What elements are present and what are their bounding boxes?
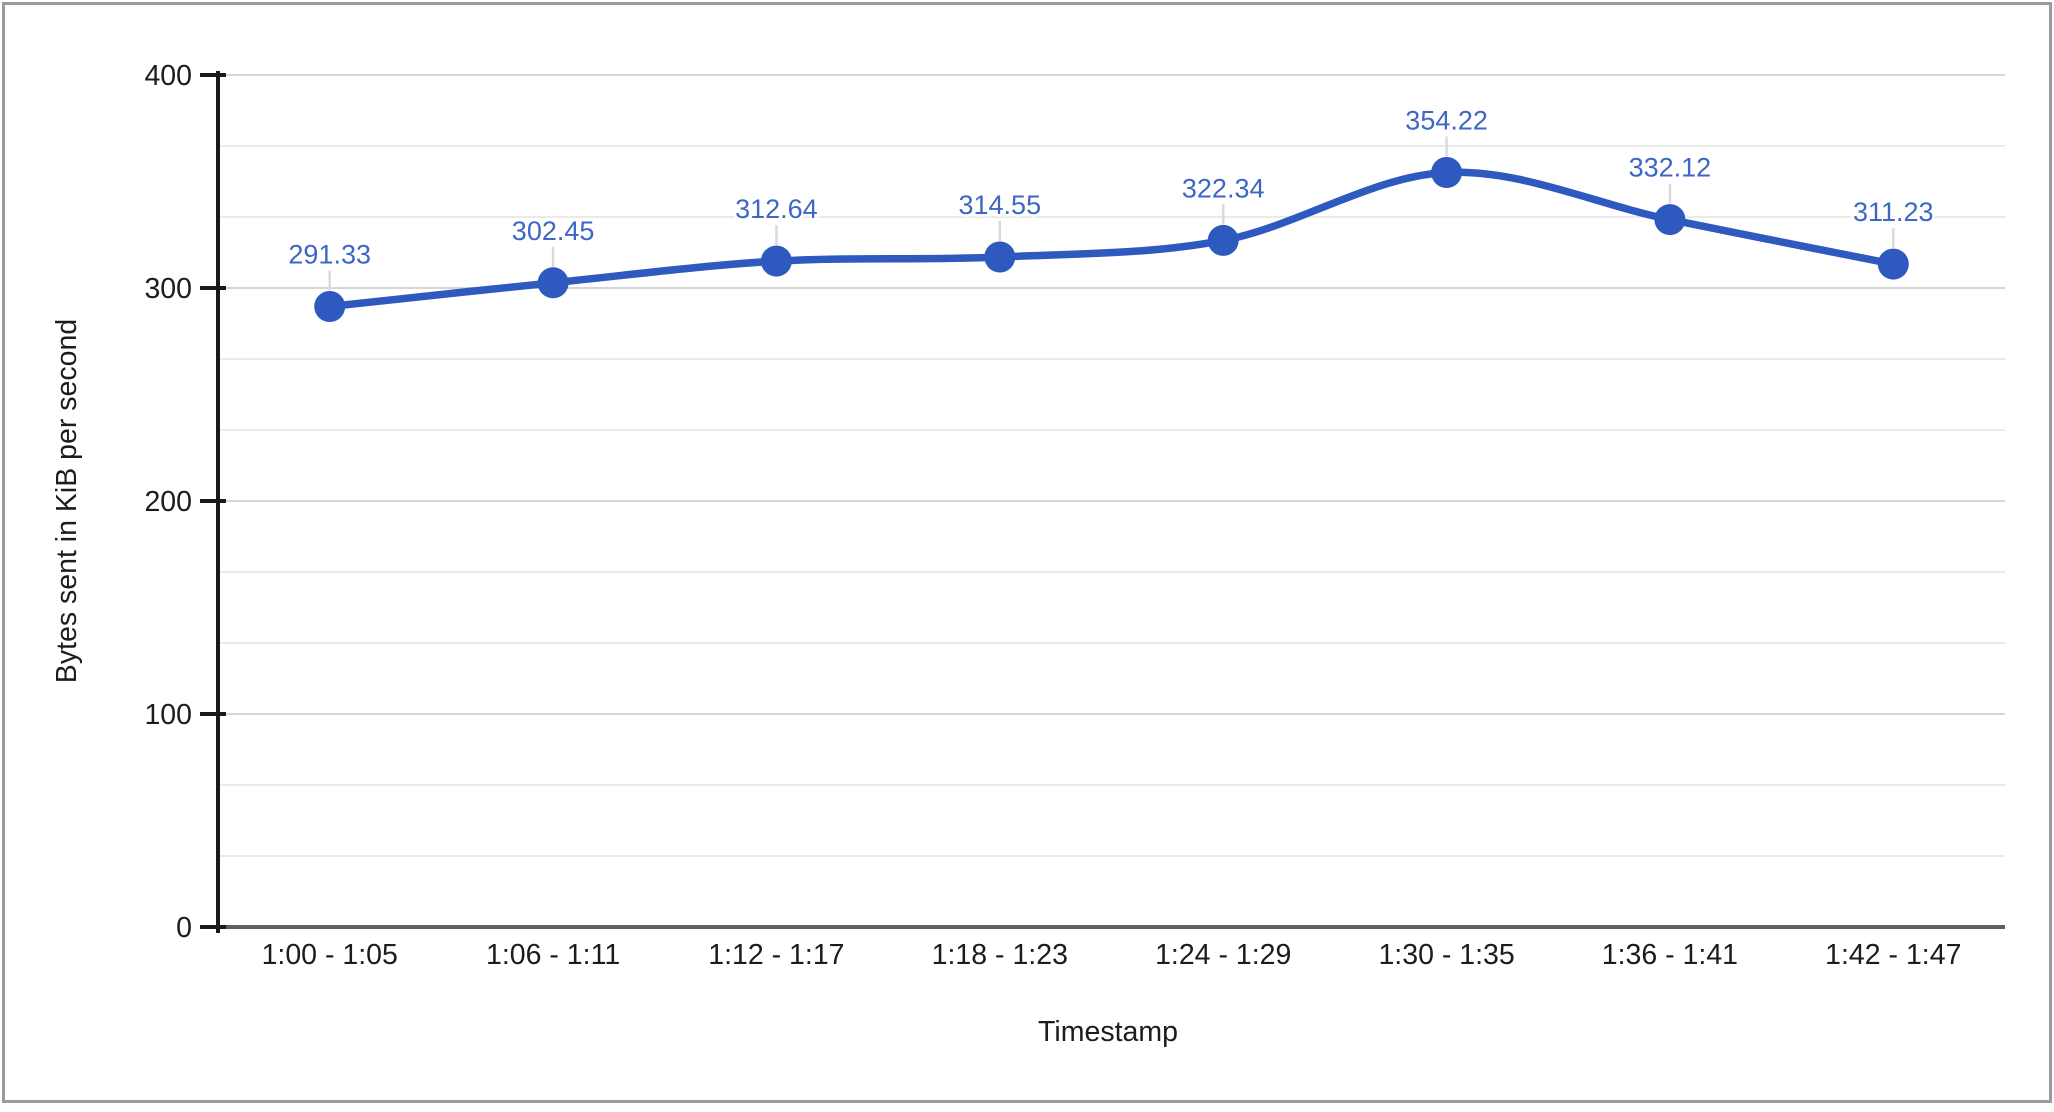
y-tick-label: 100 <box>144 699 192 731</box>
data-point-label: 311.23 <box>1853 197 1934 227</box>
x-tick-label: 1:00 - 1:05 <box>262 939 398 971</box>
axes: 0 100 200 300 400 1:00 - 1:05 1:06 - 1:11 1:12 … <box>144 60 2005 971</box>
data-labels: 291.33 302.45 312.64 314.55 322.34 354.22 332.… <box>286 103 1936 272</box>
series <box>314 157 1909 322</box>
data-point-marker <box>760 245 792 277</box>
y-tick-label: 0 <box>176 912 192 944</box>
data-point-label: 322.34 <box>1182 173 1265 203</box>
y-tick-label: 300 <box>144 273 192 305</box>
x-tick-label: 1:24 - 1:29 <box>1155 939 1291 971</box>
data-point-marker <box>1654 204 1686 236</box>
y-tick-label: 200 <box>144 486 192 518</box>
series-line <box>325 168 1898 311</box>
data-point-label: 354.22 <box>1405 106 1488 136</box>
data-point-label: 314.55 <box>959 190 1042 220</box>
data-point-label: 291.33 <box>288 240 371 270</box>
x-axis-title: Timestamp <box>1038 1016 1178 1048</box>
data-point-marker <box>984 241 1016 273</box>
data-point-label: 312.64 <box>735 194 818 224</box>
data-point-label: 302.45 <box>512 216 595 246</box>
data-point-marker <box>1431 157 1463 188</box>
data-point-marker <box>314 291 346 322</box>
data-point-marker <box>1877 248 1909 280</box>
x-tick-label: 1:42 - 1:47 <box>1825 939 1961 971</box>
data-point-marker <box>537 267 569 299</box>
x-tick-label: 1:12 - 1:17 <box>708 939 844 971</box>
data-point-marker <box>1207 224 1239 256</box>
data-point-label: 332.12 <box>1629 153 1712 183</box>
x-tick-label: 1:36 - 1:41 <box>1602 939 1738 971</box>
y-tick-label: 400 <box>144 60 192 92</box>
x-tick-label: 1:06 - 1:11 <box>486 939 620 971</box>
y-axis-title: Bytes sent in KiB per second <box>51 319 83 683</box>
annotation-stems <box>328 136 1895 291</box>
x-tick-label: 1:30 - 1:35 <box>1378 939 1514 971</box>
x-tick-label: 1:18 - 1:23 <box>932 939 1068 971</box>
gridlines <box>218 74 2005 857</box>
